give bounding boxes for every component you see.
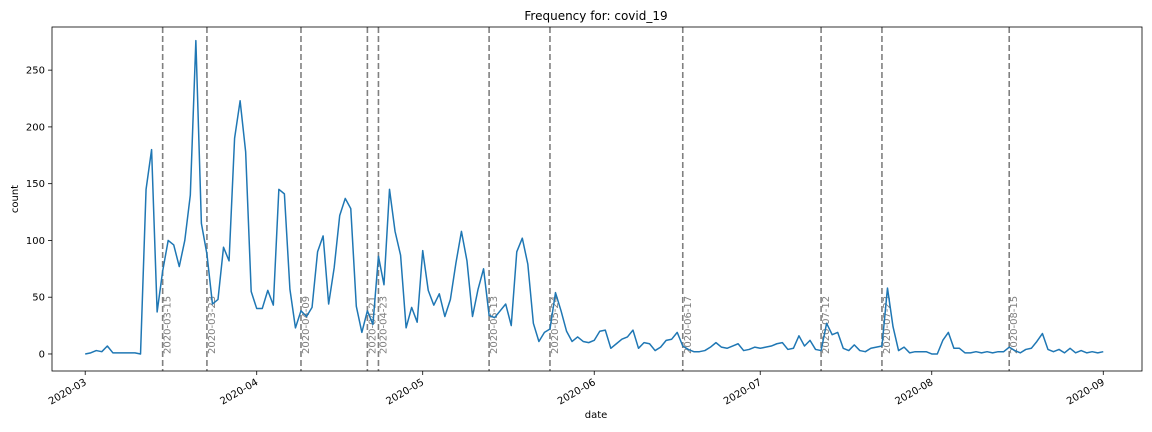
chart-title: Frequency for: covid_19 (524, 9, 667, 23)
x-axis: 2020-03 2020-04 2020-05 2020-06 2020-07 2020-… (47, 371, 1107, 407)
x-tick-label: 2020-05 (385, 377, 427, 407)
y-tick-label: 150 (26, 179, 45, 190)
y-axis-label: count (10, 185, 21, 213)
x-tick-label: 2020-09 (1065, 377, 1107, 407)
y-tick-label: 0 (39, 349, 45, 360)
event-label: 2020-05-13 (489, 296, 500, 354)
y-tick-label: 50 (32, 293, 45, 304)
y-tick-label: 100 (26, 236, 45, 247)
event-label: 2020-06-17 (683, 296, 694, 354)
event-label: 2020-07-23 (882, 296, 893, 354)
plot-area: 2020-03-15 2020-03-23 2020-04-09 2020-04-21… (85, 27, 1104, 371)
event-label: 2020-04-09 (301, 296, 312, 354)
event-label: 2020-03-23 (207, 296, 218, 354)
x-axis-label: date (585, 410, 608, 421)
event-label: 2020-05-24 (550, 296, 561, 354)
y-axis: 0 50 100 150 200 250 (26, 66, 52, 360)
x-tick-label: 2020-07 (722, 377, 764, 407)
event-label: 2020-04-23 (378, 296, 389, 354)
x-tick-label: 2020-04 (219, 377, 261, 407)
event-label: 2020-03-15 (163, 296, 174, 354)
y-tick-label: 200 (26, 122, 45, 133)
series-line (85, 39, 1104, 355)
event-label: 2020-08-15 (1009, 296, 1020, 354)
plot-frame (51, 26, 1143, 372)
x-tick-label: 2020-03 (47, 377, 89, 407)
x-tick-label: 2020-06 (556, 377, 598, 407)
y-tick-label: 250 (26, 66, 45, 77)
x-tick-label: 2020-08 (894, 377, 936, 407)
